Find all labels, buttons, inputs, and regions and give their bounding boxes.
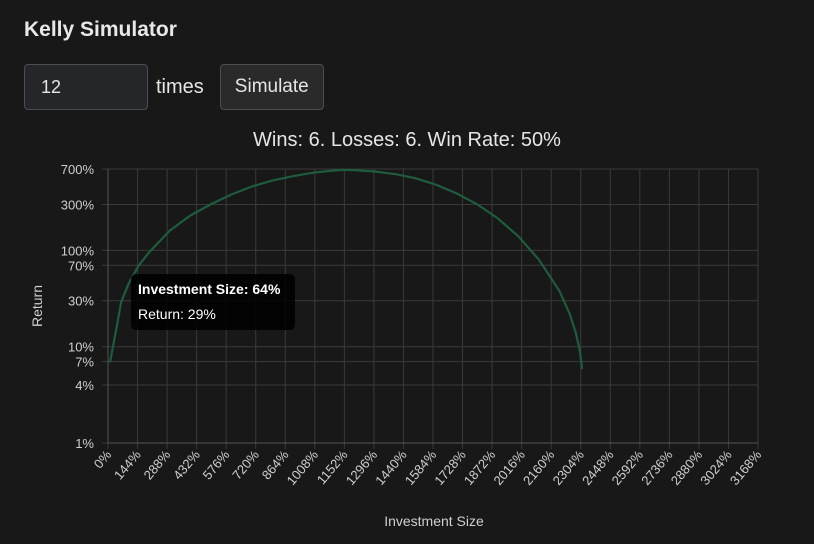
y-tick-label: 700% [61,162,95,177]
x-tick-label: 288% [141,447,174,482]
simulation-controls: times Simulate [24,64,324,110]
app-title: Kelly Simulator [24,18,177,41]
x-tick-label: 144% [111,447,144,482]
x-tick-label: 1008% [284,447,322,488]
x-tick-label: 2160% [520,447,558,488]
simulate-button[interactable]: Simulate [219,64,324,110]
x-tick-label: 1440% [372,447,410,488]
x-tick-label: 0% [91,447,115,471]
times-label: times [156,75,204,98]
x-tick-label: 576% [200,447,233,482]
x-tick-label: 1584% [402,447,440,488]
x-tick-label: 1296% [343,447,381,488]
tooltip-body: Return: 29% [138,306,216,322]
y-tick-label: 7% [75,355,94,370]
x-tick-label: 432% [170,447,203,482]
x-tick-label: 2304% [550,447,588,488]
x-tick-label: 2880% [668,447,706,488]
y-tick-label: 70% [68,258,94,273]
x-tick-label: 3168% [727,447,765,488]
y-axis-title: Return [29,285,45,327]
x-tick-label: 2592% [609,447,647,488]
x-tick-label: 720% [229,447,262,482]
x-axis-title: Investment Size [384,513,484,529]
tooltip-title: Investment Size: 64% [138,281,281,297]
x-tick-label: 1728% [431,447,469,488]
y-tick-label: 100% [61,243,95,258]
series-line-0 [108,168,584,370]
y-tick-label: 4% [75,378,94,393]
chart-tooltip: Investment Size: 64% Return: 29% [131,274,295,330]
x-tick-label: 3024% [697,447,735,488]
y-tick-label: 30% [68,294,94,309]
x-tick-label: 2736% [638,447,676,488]
x-tick-label: 2016% [490,447,528,488]
times-input[interactable] [24,64,148,110]
y-tick-label: 10% [68,340,94,355]
x-tick-label: 2448% [579,447,617,488]
y-tick-label: 1% [75,436,94,451]
y-tick-label: 300% [61,197,95,212]
x-tick-label: 1872% [461,447,499,488]
results-summary: Wins: 6. Losses: 6. Win Rate: 50% [253,129,561,151]
